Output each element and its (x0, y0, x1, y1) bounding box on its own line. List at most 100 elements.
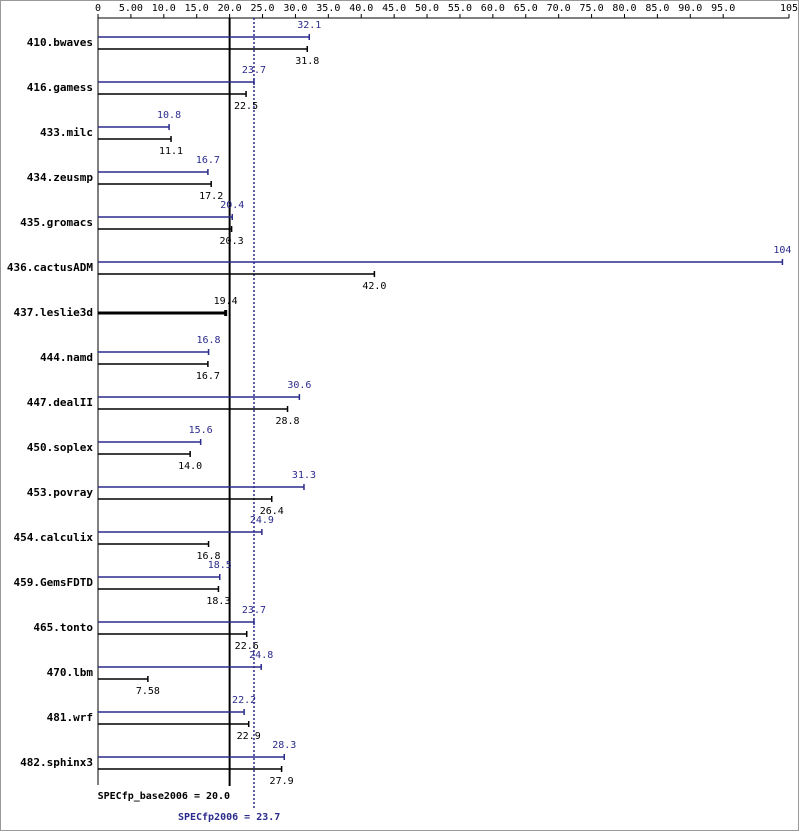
x-tick-label: 35.0 (316, 3, 340, 14)
bar (98, 226, 233, 232)
value-label: 24.8 (249, 650, 273, 661)
bar (98, 529, 263, 535)
bar (98, 709, 245, 715)
bar (98, 586, 220, 592)
bar (98, 34, 310, 40)
value-label: 23.7 (242, 65, 266, 76)
x-tick-label: 80.0 (612, 3, 636, 14)
category-label: 459.GemsFDTD (14, 576, 94, 589)
bar (98, 271, 376, 277)
x-tick-label: 0 (95, 3, 101, 14)
category-label: 454.calculix (14, 531, 94, 544)
x-tick-label: 50.0 (415, 3, 439, 14)
bar (98, 406, 289, 412)
value-label: 16.8 (197, 335, 221, 346)
category-label: 482.sphinx3 (20, 756, 93, 769)
x-tick-label: 105 (780, 3, 798, 14)
x-tick-label: 5.00 (119, 3, 143, 14)
category-label: 444.namd (40, 351, 93, 364)
value-label: 11.1 (159, 146, 183, 157)
value-label: 16.7 (196, 371, 220, 382)
x-tick-label: 25.0 (250, 3, 274, 14)
x-tick-label: 75.0 (580, 3, 604, 14)
bar (98, 439, 202, 445)
x-tick-label: 85.0 (645, 3, 669, 14)
value-label: 15.6 (189, 425, 213, 436)
bar (98, 754, 285, 760)
bar (98, 721, 250, 727)
value-label: 22.5 (234, 101, 258, 112)
value-label: 42.0 (362, 281, 386, 292)
value-label: 20.3 (220, 236, 244, 247)
bar (98, 91, 247, 97)
x-tick-label: 60.0 (481, 3, 505, 14)
value-label: 26.4 (260, 506, 284, 517)
value-label: 22.2 (232, 695, 256, 706)
x-tick-label: 55.0 (448, 3, 472, 14)
category-label: 470.lbm (47, 666, 94, 679)
bar (98, 349, 210, 355)
bar (98, 79, 255, 85)
bar (98, 766, 283, 772)
value-label: 7.58 (136, 686, 160, 697)
bar (98, 541, 210, 547)
value-label: 18.3 (206, 596, 230, 607)
category-label: 481.wrf (47, 711, 93, 724)
value-label: 20.4 (220, 200, 244, 211)
x-tick-label: 70.0 (547, 3, 571, 14)
x-tick-label: 15.0 (185, 3, 209, 14)
bar (98, 574, 221, 580)
value-label: 18.5 (208, 560, 232, 571)
reference-label: SPECfp2006 = 23.7 (178, 812, 280, 823)
category-label: 416.gamess (27, 81, 93, 94)
x-tick-label: 30.0 (283, 3, 307, 14)
category-label: 465.tonto (33, 621, 93, 634)
category-label: 410.bwaves (27, 36, 93, 49)
x-tick-label: 90.0 (678, 3, 702, 14)
bar (98, 214, 234, 220)
category-label: 433.milc (40, 126, 93, 139)
bar (98, 451, 191, 457)
value-label: 104 (773, 245, 791, 256)
x-tick-label: 95.0 (711, 3, 735, 14)
value-label: 22.6 (235, 641, 259, 652)
bar (98, 181, 212, 187)
value-label: 17.2 (199, 191, 223, 202)
category-label: 434.zeusmp (27, 171, 94, 184)
x-tick-label: 45.0 (382, 3, 406, 14)
value-label: 16.7 (196, 155, 220, 166)
value-label: 14.0 (178, 461, 202, 472)
value-label: 10.8 (157, 110, 181, 121)
x-tick-label: 20.0 (218, 3, 242, 14)
x-tick-label: 40.0 (349, 3, 373, 14)
bar (98, 124, 170, 130)
bar (98, 676, 149, 682)
category-label: 453.povray (27, 486, 94, 499)
bar (98, 361, 209, 367)
value-label: 19.4 (214, 296, 238, 307)
value-label: 28.3 (272, 740, 296, 751)
bar (98, 169, 209, 175)
bar (98, 310, 228, 316)
value-label: 27.9 (270, 776, 294, 787)
value-label: 31.8 (295, 56, 319, 67)
x-tick-label: 65.0 (514, 3, 538, 14)
value-label: 16.8 (197, 551, 221, 562)
bar (98, 619, 255, 625)
bar (98, 484, 305, 490)
bar (98, 394, 301, 400)
category-label: 447.dealII (27, 396, 93, 409)
value-label: 28.8 (275, 416, 299, 427)
value-label: 32.1 (297, 20, 321, 31)
bar (98, 664, 262, 670)
value-label: 30.6 (287, 380, 311, 391)
bar (98, 496, 273, 502)
category-label: 450.soplex (27, 441, 94, 454)
value-label: 24.9 (250, 515, 274, 526)
bar (98, 46, 309, 52)
bar (98, 136, 172, 142)
category-label: 437.leslie3d (14, 306, 93, 319)
reference-label: SPECfp_base2006 = 20.0 (98, 791, 230, 802)
